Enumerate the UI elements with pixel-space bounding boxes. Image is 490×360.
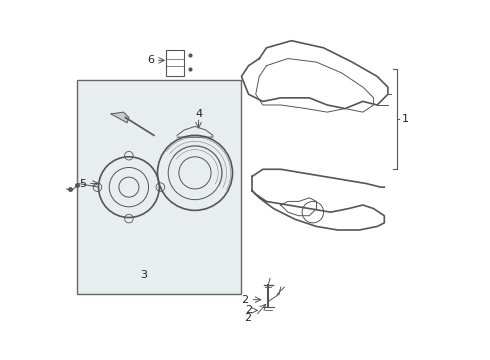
Text: 4: 4: [195, 109, 202, 119]
Text: 2: 2: [242, 295, 248, 305]
Text: 1: 1: [402, 114, 409, 124]
Text: 3: 3: [140, 270, 147, 280]
Polygon shape: [111, 112, 129, 123]
Text: 2: 2: [245, 305, 252, 315]
Text: 2: 2: [244, 312, 251, 323]
Text: 5: 5: [79, 179, 86, 189]
Text: 6: 6: [147, 55, 154, 65]
Bar: [77, 80, 242, 294]
Bar: [167, 50, 184, 76]
